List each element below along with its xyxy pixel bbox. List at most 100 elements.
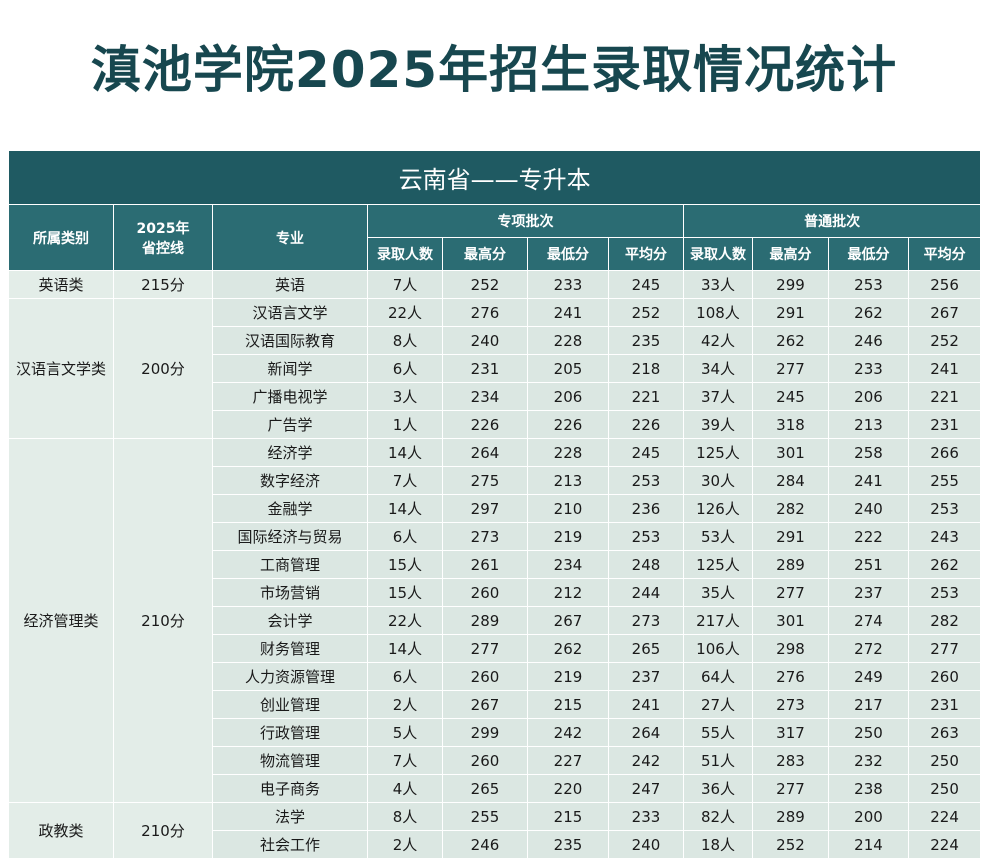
table-row: 社会工作 2人 246 235 240 18人 252 214 224 [9, 830, 982, 859]
region-header: 云南省——专升本 [7, 150, 982, 205]
score-cell: 1人 [367, 410, 443, 439]
score-cell: 262 [527, 634, 609, 663]
score-cell: 262 [752, 326, 829, 355]
score-cell: 264 [608, 718, 684, 747]
score-cell: 241 [828, 466, 909, 495]
score-cell: 227 [527, 746, 609, 775]
score-cell: 261 [442, 550, 528, 579]
score-cell: 245 [608, 270, 684, 299]
score-cell: 7人 [367, 466, 443, 495]
score-cell: 224 [907, 830, 982, 859]
score-cell: 253 [828, 270, 909, 299]
score-cell: 224 [907, 802, 982, 831]
score-cell: 282 [752, 494, 829, 523]
score-cell: 219 [527, 662, 609, 691]
score-cell: 273 [442, 522, 528, 551]
score-cell: 35人 [683, 578, 753, 607]
table-row: 经济管理类 210分 经济学 14人 264 228 245 125人 301 258 266 [8, 438, 982, 803]
score-cell: 240 [442, 326, 528, 355]
batch-header: 专项批次 [367, 204, 684, 238]
score-cell: 206 [828, 382, 909, 411]
score-cell: 231 [907, 690, 982, 719]
score-cell: 252 [608, 298, 684, 327]
table-row: 金融学 14人 297 210 236 126人 282 240 253 [9, 494, 982, 523]
score-cell: 8人 [367, 802, 443, 831]
score-cell: 234 [442, 382, 528, 411]
major-cell: 创业管理 [212, 690, 368, 719]
score-cell: 226 [527, 410, 609, 439]
score-cell: 106人 [683, 634, 753, 663]
sub-header: 录取人数 [683, 237, 753, 271]
score-cell: 217人 [683, 606, 753, 635]
score-cell: 206 [527, 382, 609, 411]
score-cell: 231 [907, 410, 982, 439]
score-cell: 82人 [683, 802, 753, 831]
sub-header: 最低分 [828, 237, 909, 271]
table-row: 市场营销 15人 260 212 244 35人 277 237 253 [9, 578, 982, 607]
sub-header: 录取人数 [367, 237, 443, 271]
score-cell: 6人 [367, 522, 443, 551]
score-cell: 14人 [367, 634, 443, 663]
score-cell: 265 [608, 634, 684, 663]
score-cell: 289 [442, 606, 528, 635]
table-row: 工商管理 15人 261 234 248 125人 289 251 262 [9, 550, 982, 579]
score-cell: 265 [442, 774, 528, 803]
score-cell: 125人 [683, 438, 753, 467]
major-cell: 金融学 [212, 494, 368, 523]
table-body: 英语类 215分 英语 7人 252 233 245 33人 299 253 256 汉语言文学类 20… [8, 270, 982, 859]
admission-table: 云南省——专升本 所属类别 2025年 省控线 专业 专项批次 普通批次 录取人数… [7, 150, 982, 859]
score-cell: 219 [527, 522, 609, 551]
score-cell: 258 [828, 438, 909, 467]
score-cell: 226 [442, 410, 528, 439]
score-cell: 242 [527, 718, 609, 747]
score-cell: 4人 [367, 774, 443, 803]
category-cell: 英语类 [8, 270, 114, 299]
score-cell: 2人 [367, 690, 443, 719]
score-cell: 221 [907, 382, 982, 411]
score-cell: 2人 [367, 830, 443, 859]
score-cell: 251 [828, 550, 909, 579]
score-cell: 217 [828, 690, 909, 719]
score-cell: 51人 [683, 746, 753, 775]
score-cell: 5人 [367, 718, 443, 747]
score-cell: 243 [907, 522, 982, 551]
score-cell: 237 [828, 578, 909, 607]
score-cell: 215 [527, 802, 609, 831]
score-cell: 266 [907, 438, 982, 467]
score-cell: 246 [828, 326, 909, 355]
score-cell: 218 [608, 354, 684, 383]
score-cell: 27人 [683, 690, 753, 719]
score-cell: 267 [527, 606, 609, 635]
score-cell: 242 [608, 746, 684, 775]
control-line-cell: 200分 [113, 298, 213, 439]
sub-header: 平均分 [907, 237, 982, 271]
score-cell: 200 [828, 802, 909, 831]
score-cell: 267 [442, 690, 528, 719]
score-cell: 3人 [367, 382, 443, 411]
score-cell: 253 [608, 466, 684, 495]
score-cell: 238 [828, 774, 909, 803]
score-cell: 235 [527, 830, 609, 859]
score-cell: 297 [442, 494, 528, 523]
score-cell: 7人 [367, 746, 443, 775]
header-line: 2025年 [136, 220, 190, 237]
score-cell: 34人 [683, 354, 753, 383]
sub-header-row: 录取人数 最高分 最低分 平均分 录取人数 最高分 最低分 平均分 [9, 237, 982, 271]
score-cell: 260 [442, 746, 528, 775]
score-cell: 231 [442, 354, 528, 383]
control-line-cell: 215分 [113, 270, 213, 299]
score-cell: 260 [442, 578, 528, 607]
major-cell: 数字经济 [212, 466, 368, 495]
control-line-cell: 210分 [113, 802, 213, 859]
major-cell: 工商管理 [212, 550, 368, 579]
sub-header: 平均分 [608, 237, 684, 271]
score-cell: 42人 [683, 326, 753, 355]
score-cell: 228 [527, 326, 609, 355]
table-row: 广播电视学 3人 234 206 221 37人 245 206 221 [9, 382, 982, 411]
category-cell: 汉语言文学类 [8, 298, 114, 439]
major-cell: 广告学 [212, 410, 368, 439]
score-cell: 291 [752, 522, 829, 551]
score-cell: 289 [752, 550, 829, 579]
table-row: 新闻学 6人 231 205 218 34人 277 233 241 [9, 354, 982, 383]
